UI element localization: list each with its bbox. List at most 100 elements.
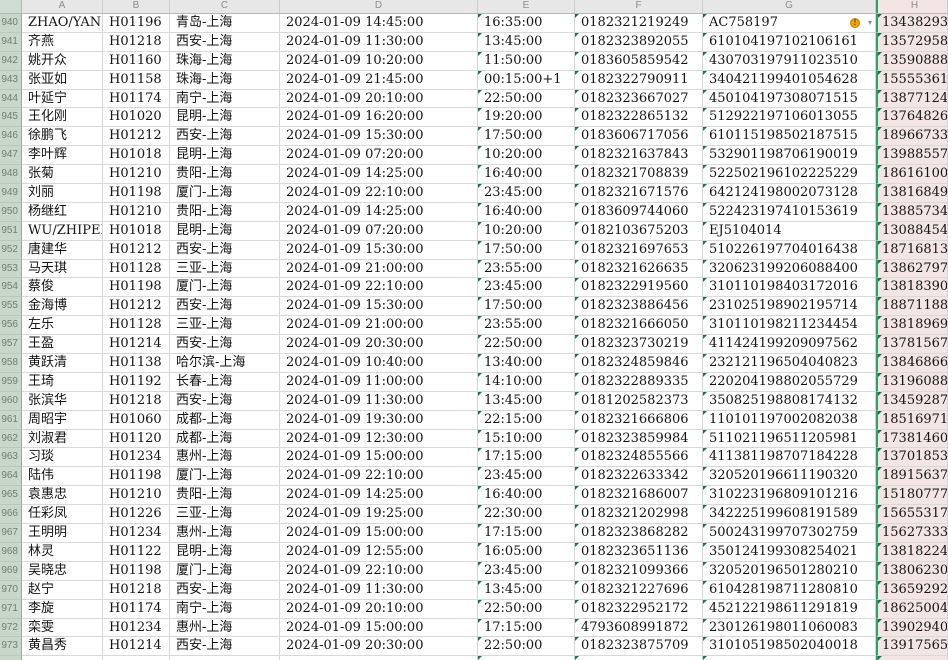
cell-D967[interactable]: 2024-01-09 15:00:00 xyxy=(280,524,478,543)
cell-C960[interactable]: 西安-上海 xyxy=(170,391,280,411)
cell-A942[interactable]: 姚开众 xyxy=(22,51,103,71)
cell-C966[interactable]: 三亚-上海 xyxy=(170,505,280,525)
cell-E971[interactable]: 22:50:00 xyxy=(478,599,575,619)
cell-E940[interactable]: 16:35:00 xyxy=(478,14,575,33)
cell-D963[interactable]: 2024-01-09 15:00:00 xyxy=(280,448,478,468)
cell-C951[interactable]: 昆明-上海 xyxy=(170,221,280,241)
cell-A949[interactable]: 刘丽 xyxy=(22,184,103,203)
cell-F961[interactable]: 0182321666806 xyxy=(575,410,703,430)
cell-E961[interactable]: 22:15:00 xyxy=(478,410,575,430)
cell-B970[interactable]: H01218 xyxy=(103,580,170,600)
row-header-959[interactable]: 959 xyxy=(0,372,22,392)
row-header-961[interactable]: 961 xyxy=(0,410,22,430)
cell-H956[interactable]: 13818969 xyxy=(876,316,948,336)
cell-F957[interactable]: 0182323730219 xyxy=(575,335,703,355)
column-header-E[interactable]: E xyxy=(478,0,575,13)
row-header-970[interactable]: 970 xyxy=(0,580,22,600)
cell-B950[interactable]: H01210 xyxy=(103,202,170,222)
cell-H970[interactable]: 13659292 xyxy=(876,580,948,600)
cell-E974[interactable] xyxy=(478,656,575,660)
cell-C941[interactable]: 西安-上海 xyxy=(170,32,280,52)
row-header-963[interactable]: 963 xyxy=(0,448,22,468)
cell-F960[interactable]: 0181202582373 xyxy=(575,391,703,411)
cell-A973[interactable]: 黄昌秀 xyxy=(22,637,103,657)
cell-E953[interactable]: 23:55:00 xyxy=(478,259,575,279)
cell-B946[interactable]: H01212 xyxy=(103,127,170,147)
cell-F971[interactable]: 0182322952172 xyxy=(575,599,703,619)
cell-C947[interactable]: 昆明-上海 xyxy=(170,146,280,166)
cell-C953[interactable]: 三亚-上海 xyxy=(170,259,280,279)
cell-G969[interactable]: 320520196501280210 xyxy=(703,561,876,581)
cell-A959[interactable]: 王琦 xyxy=(22,372,103,392)
cell-A970[interactable]: 赵宁 xyxy=(22,580,103,600)
cell-F955[interactable]: 0182323886456 xyxy=(575,297,703,317)
cell-D944[interactable]: 2024-01-09 20:10:00 xyxy=(280,89,478,109)
cell-F969[interactable]: 0182321099366 xyxy=(575,561,703,581)
cell-D943[interactable]: 2024-01-09 21:45:00 xyxy=(280,70,478,90)
cell-H958[interactable]: 13846866 xyxy=(876,354,948,373)
cell-G950[interactable]: 522423197410153619 xyxy=(703,202,876,222)
cell-G971[interactable]: 452122198611291819 xyxy=(703,599,876,619)
row-header-969[interactable]: 969 xyxy=(0,561,22,581)
cell-B952[interactable]: H01212 xyxy=(103,240,170,260)
cell-H965[interactable]: 15180777 xyxy=(876,486,948,506)
cell-G942[interactable]: 430703197911023510 xyxy=(703,51,876,71)
cell-B965[interactable]: H01210 xyxy=(103,486,170,506)
cell-C942[interactable]: 珠海-上海 xyxy=(170,51,280,71)
cell-H972[interactable]: 13902940 xyxy=(876,618,948,638)
cell-D956[interactable]: 2024-01-09 21:00:00 xyxy=(280,316,478,336)
cell-E966[interactable]: 22:30:00 xyxy=(478,505,575,525)
cell-B958[interactable]: H01138 xyxy=(103,354,170,373)
cell-H946[interactable]: 18966733 xyxy=(876,127,948,147)
cell-D974[interactable] xyxy=(280,656,478,660)
cell-F940[interactable]: 0182321219249 xyxy=(575,14,703,33)
cell-C962[interactable]: 成都-上海 xyxy=(170,429,280,449)
cell-C959[interactable]: 长春-上海 xyxy=(170,372,280,392)
cell-G948[interactable]: 522502196102225229 xyxy=(703,165,876,185)
cell-F952[interactable]: 0182321697653 xyxy=(575,240,703,260)
cell-G958[interactable]: 232121196504040823 xyxy=(703,354,876,373)
cell-G940[interactable]: AC758197! ▾ xyxy=(703,14,876,33)
cell-C943[interactable]: 珠海-上海 xyxy=(170,70,280,90)
cell-F946[interactable]: 0183606717056 xyxy=(575,127,703,147)
cell-F949[interactable]: 0182321671576 xyxy=(575,184,703,203)
cell-D946[interactable]: 2024-01-09 15:30:00 xyxy=(280,127,478,147)
cell-E950[interactable]: 16:40:00 xyxy=(478,202,575,222)
cell-D955[interactable]: 2024-01-09 15:30:00 xyxy=(280,297,478,317)
cell-E969[interactable]: 23:45:00 xyxy=(478,561,575,581)
cell-E970[interactable]: 13:45:00 xyxy=(478,580,575,600)
cell-H952[interactable]: 18716813 xyxy=(876,240,948,260)
cell-H948[interactable]: 18616100 xyxy=(876,165,948,185)
cell-G974[interactable] xyxy=(703,656,876,660)
cell-B943[interactable]: H01158 xyxy=(103,70,170,90)
cell-E951[interactable]: 10:20:00 xyxy=(478,221,575,241)
row-header-968[interactable]: 968 xyxy=(0,542,22,562)
cell-E946[interactable]: 17:50:00 xyxy=(478,127,575,147)
cell-G954[interactable]: 310110198403172016 xyxy=(703,278,876,298)
cell-E964[interactable]: 23:45:00 xyxy=(478,467,575,487)
column-header-D[interactable]: D xyxy=(280,0,478,13)
row-header-952[interactable]: 952 xyxy=(0,240,22,260)
cell-D958[interactable]: 2024-01-09 10:40:00 xyxy=(280,354,478,373)
cell-D940[interactable]: 2024-01-09 14:45:00 xyxy=(280,14,478,33)
cell-A956[interactable]: 左乐 xyxy=(22,316,103,336)
cell-A944[interactable]: 叶延宁 xyxy=(22,89,103,109)
cell-D964[interactable]: 2024-01-09 22:10:00 xyxy=(280,467,478,487)
cell-H959[interactable]: 13196088 xyxy=(876,372,948,392)
cell-C946[interactable]: 西安-上海 xyxy=(170,127,280,147)
cell-C964[interactable]: 厦门-上海 xyxy=(170,467,280,487)
cell-H962[interactable]: 17381460 xyxy=(876,429,948,449)
cell-C952[interactable]: 西安-上海 xyxy=(170,240,280,260)
cell-H940[interactable]: 13438293 xyxy=(876,14,948,33)
cell-F965[interactable]: 0182321686007 xyxy=(575,486,703,506)
select-all-corner[interactable] xyxy=(0,0,22,13)
cell-G963[interactable]: 411381198707184228 xyxy=(703,448,876,468)
cell-F956[interactable]: 0182321666050 xyxy=(575,316,703,336)
cell-F950[interactable]: 0183609744060 xyxy=(575,202,703,222)
cell-H953[interactable]: 13862797 xyxy=(876,259,948,279)
cell-A945[interactable]: 王化刚 xyxy=(22,108,103,128)
cell-E949[interactable]: 23:45:00 xyxy=(478,184,575,203)
cell-D960[interactable]: 2024-01-09 11:30:00 xyxy=(280,391,478,411)
cell-A974[interactable] xyxy=(22,656,103,660)
cell-H971[interactable]: 18625004 xyxy=(876,599,948,619)
